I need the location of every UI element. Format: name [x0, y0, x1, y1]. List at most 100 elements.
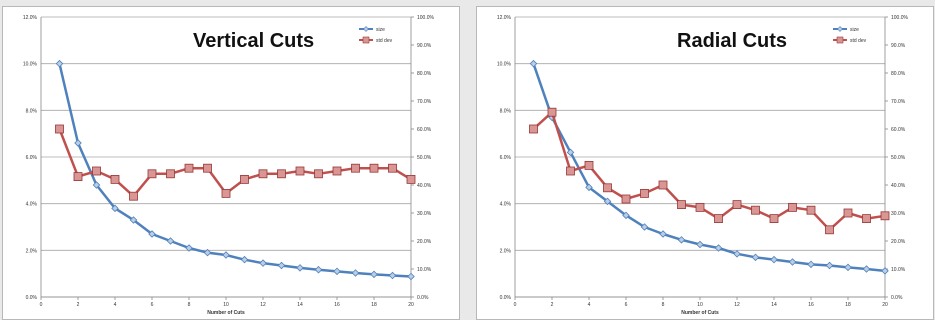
data-point-size [714, 244, 723, 252]
legend-marker [836, 36, 844, 44]
y2-tick-label: 80.0% [891, 71, 906, 77]
y2-tick-label: 40.0% [891, 183, 906, 189]
data-point-std-dev [677, 200, 686, 210]
data-point-std-dev [110, 174, 120, 184]
y-tick-label: 8.0% [500, 108, 512, 114]
data-point-size [55, 59, 64, 68]
data-point-std-dev [129, 191, 138, 201]
data-point-std-dev [351, 163, 360, 173]
data-point-std-dev [295, 166, 305, 176]
y2-tick-label: 20.0% [417, 239, 432, 245]
x-tick-label: 8 [662, 302, 665, 308]
data-point-size [677, 236, 686, 244]
y-tick-label: 0.0% [500, 295, 512, 301]
x-axis-label: Number of Cuts [207, 310, 245, 316]
chart-panel-radial-cuts: 0.0% 2.0% 4.0% 6.0% 8.0% 10.0% 12.0% 0.0% 10.0% 2… [476, 6, 934, 320]
y-tick-label: 2.0% [26, 248, 38, 254]
data-point-std-dev [843, 208, 853, 218]
x-tick-label: 4 [114, 302, 117, 308]
y2-tick-label: 100.0% [891, 15, 909, 21]
x-tick-label: 0 [40, 302, 43, 308]
data-point-size [259, 259, 267, 267]
data-point-size [640, 223, 649, 231]
y2-tick-label: 50.0% [891, 155, 906, 161]
y-tick-label: 10.0% [23, 62, 38, 68]
data-point-size [111, 204, 119, 213]
data-point-size [240, 255, 249, 264]
y2-tick-label: 100.0% [417, 15, 435, 21]
data-point-size [314, 265, 323, 274]
data-point-std-dev [184, 163, 194, 173]
legend-label: size [376, 27, 385, 33]
data-point-size [770, 255, 778, 264]
data-point-std-dev [92, 166, 101, 176]
data-point-std-dev [369, 163, 379, 173]
y-tick-label: 4.0% [26, 202, 38, 208]
data-point-std-dev [277, 169, 286, 179]
data-point-size [603, 197, 612, 206]
data-point-std-dev [388, 163, 397, 173]
data-point-std-dev [332, 166, 342, 176]
data-point-size [166, 237, 175, 245]
y-tick-label: 10.0% [497, 62, 512, 68]
series-line-std-dev [532, 110, 886, 232]
data-point-std-dev [621, 194, 631, 204]
data-point-size [129, 216, 138, 224]
data-point-std-dev [695, 202, 705, 212]
y2-tick-label: 50.0% [417, 155, 432, 161]
data-point-std-dev [788, 202, 797, 212]
data-point-size [74, 139, 82, 147]
y2-tick-label: 0.0% [891, 295, 903, 301]
x-tick-label: 16 [334, 302, 340, 308]
data-point-std-dev [221, 188, 231, 198]
data-point-std-dev [240, 174, 249, 184]
data-point-size [92, 181, 101, 189]
data-point-std-dev [566, 166, 575, 176]
x-tick-label: 18 [845, 302, 851, 308]
data-point-size [881, 267, 889, 275]
y2-tick-label: 90.0% [417, 43, 432, 49]
chart-radial-cuts: 0.0% 2.0% 4.0% 6.0% 8.0% 10.0% 12.0% 0.0% 10.0% 2… [497, 15, 909, 316]
data-point-std-dev [769, 214, 779, 224]
y2-tick-label: 40.0% [417, 183, 432, 189]
y2-tick-label: 10.0% [417, 267, 432, 273]
y2-tick-label: 20.0% [891, 239, 906, 245]
y-tick-label: 12.0% [497, 15, 512, 21]
y2-tick-label: 80.0% [417, 71, 432, 77]
data-point-size [751, 253, 760, 262]
x-axis-label: Number of Cuts [681, 310, 719, 316]
chart-vertical-cuts: 0.0% 2.0% 4.0% 6.0% 8.0% 10.0% 12.0% 0.0% 10.0% 2… [23, 15, 435, 316]
y2-tick-label: 0.0% [417, 295, 429, 301]
y-tick-label: 4.0% [500, 202, 512, 208]
data-point-std-dev [806, 205, 816, 215]
data-point-std-dev [406, 174, 416, 184]
x-tick-label: 16 [808, 302, 814, 308]
data-point-size [733, 250, 741, 258]
data-point-size [659, 230, 667, 238]
data-point-size [351, 269, 360, 277]
y-tick-label: 0.0% [26, 295, 38, 301]
x-tick-label: 12 [260, 302, 266, 308]
y-tick-label: 6.0% [500, 155, 512, 161]
legend-marker [837, 26, 843, 32]
x-tick-label: 10 [223, 302, 229, 308]
data-point-std-dev [862, 214, 871, 224]
data-point-std-dev [203, 163, 212, 173]
y2-tick-label: 60.0% [417, 127, 432, 133]
x-tick-label: 14 [297, 302, 303, 308]
x-tick-label: 12 [734, 302, 740, 308]
y2-tick-label: 70.0% [891, 99, 906, 105]
data-point-std-dev [825, 225, 834, 235]
y2-tick-label: 60.0% [891, 127, 906, 133]
data-point-size [585, 183, 593, 192]
data-point-size [807, 260, 815, 269]
data-point-size [566, 148, 575, 157]
legend-label: std dev [376, 38, 393, 44]
data-point-std-dev [73, 172, 83, 182]
data-point-size [529, 59, 538, 68]
y2-tick-label: 30.0% [417, 211, 432, 217]
data-point-size [407, 272, 415, 281]
data-point-size [788, 258, 797, 266]
data-point-std-dev [529, 124, 538, 134]
legend-marker [362, 36, 370, 44]
